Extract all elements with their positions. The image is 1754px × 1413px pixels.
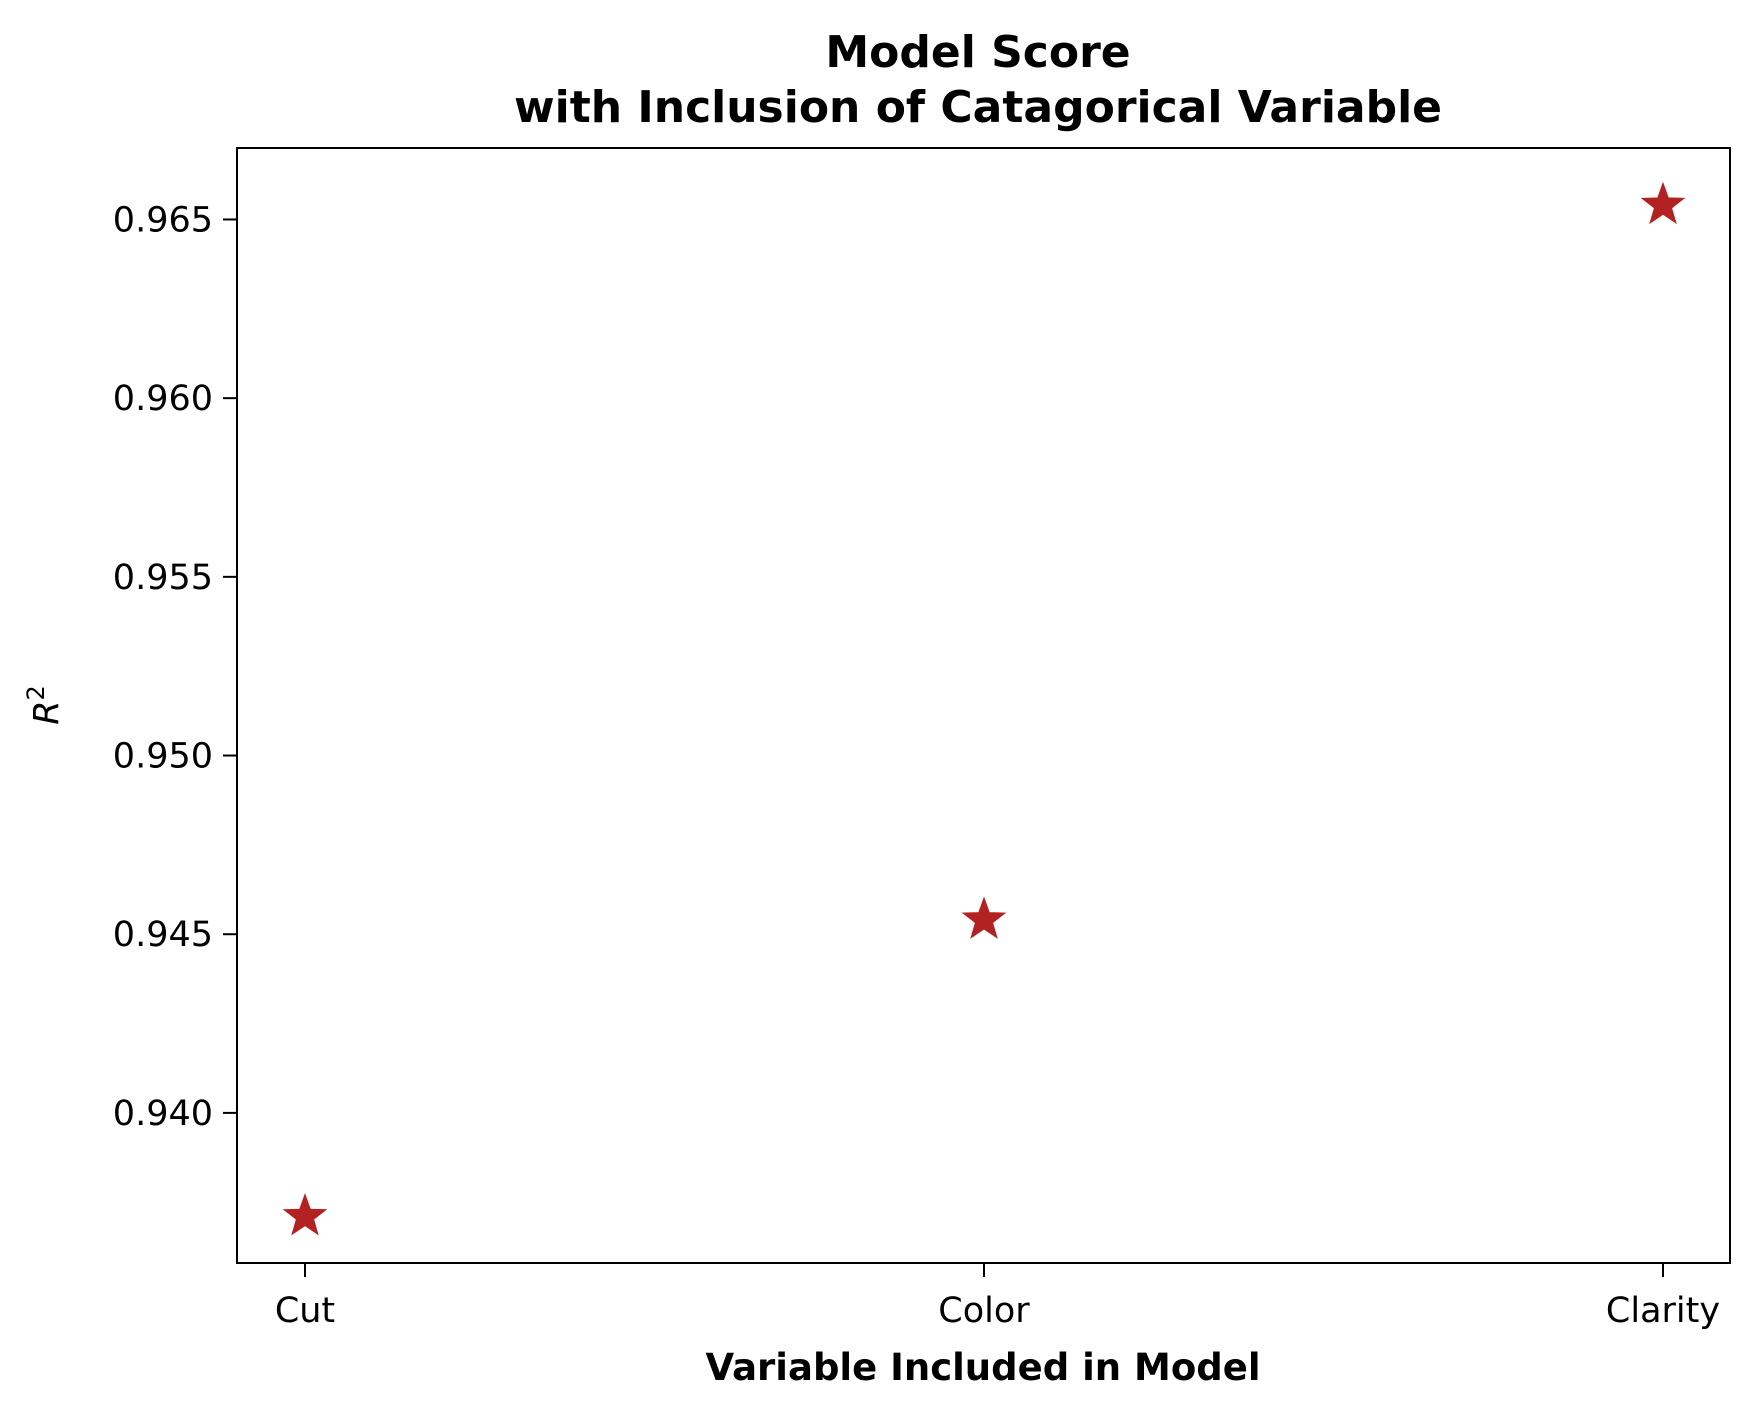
y-axis-label-superscript: 2 xyxy=(22,685,50,700)
data-points xyxy=(282,181,1686,1236)
y-axis-label-base: R xyxy=(27,700,67,724)
star-marker-cut xyxy=(282,1193,328,1236)
x-tick-label: Clarity xyxy=(1606,1291,1720,1331)
plot-frame xyxy=(236,147,1731,1264)
star-marker-clarity xyxy=(1640,181,1686,225)
y-tick-label: 0.960 xyxy=(113,379,213,419)
y-axis-ticks: 0.940 0.945 0.950 0.955 0.960 0.965 xyxy=(113,200,237,1134)
chart-title-line-2: with Inclusion of Catagorical Variable xyxy=(514,82,1442,133)
star-marker-color xyxy=(961,896,1007,939)
x-tick-label: Cut xyxy=(275,1291,335,1331)
y-tick-label: 0.965 xyxy=(113,200,213,240)
y-tick-label: 0.940 xyxy=(113,1094,213,1134)
y-tick-label: 0.945 xyxy=(113,915,213,955)
y-tick-label: 0.950 xyxy=(113,737,213,777)
y-tick-label: 0.955 xyxy=(113,558,213,598)
x-tick-label: Color xyxy=(938,1291,1030,1331)
x-axis-label: Variable Included in Model xyxy=(705,1346,1260,1389)
x-axis-ticks: Cut Color Clarity xyxy=(275,1263,1720,1331)
y-axis-label: R2 xyxy=(22,685,67,725)
chart-title-line-1: Model Score xyxy=(825,27,1130,78)
